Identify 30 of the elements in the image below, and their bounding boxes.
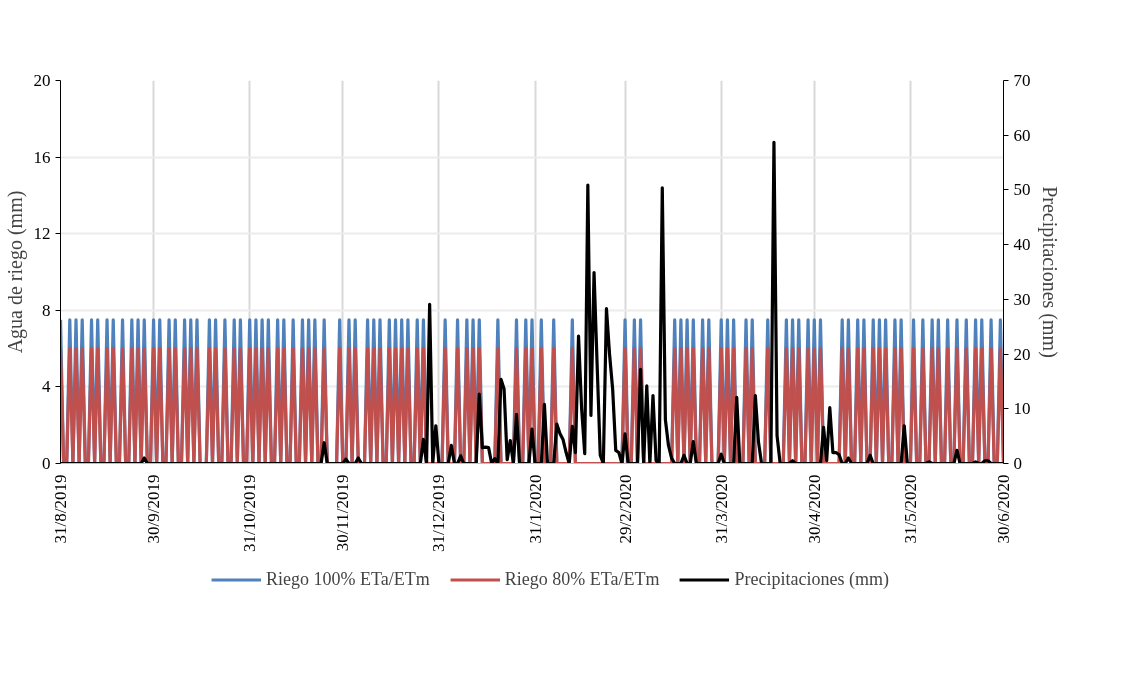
y-tick-label: 4 — [42, 377, 51, 397]
x-tick-label: 31/3/2020 — [711, 474, 731, 544]
legend-label: Riego 80% ETa/ETm — [504, 568, 660, 590]
y2-tick-label: 40 — [1013, 235, 1031, 255]
x-tick-label: 30/6/2020 — [994, 474, 1013, 544]
y2-axis-title: Precipitaciones (mm) — [1037, 186, 1061, 358]
x-tick-label: 30/4/2020 — [804, 474, 824, 544]
y2-tick-label: 50 — [1013, 180, 1031, 200]
y-tick-label: 16 — [33, 147, 51, 167]
x-tick-label: 30/11/2019 — [333, 474, 353, 552]
y2-tick-label: 60 — [1013, 125, 1031, 145]
x-tick-label: 30/9/2019 — [144, 474, 164, 544]
y-tick-label: 20 — [33, 71, 51, 90]
y2-tick-label: 70 — [1013, 71, 1031, 90]
x-tick-label: 31/12/2019 — [429, 474, 449, 552]
x-tick-label: 31/10/2019 — [240, 474, 260, 552]
y-tick-label: 8 — [42, 300, 51, 320]
legend-label: Precipitaciones (mm) — [734, 568, 889, 590]
y-axis-title: Agua de riego (mm) — [3, 190, 27, 354]
y-tick-label: 12 — [33, 224, 51, 244]
x-tick-label: 31/5/2020 — [900, 474, 920, 544]
x-tick-label: 29/2/2020 — [615, 474, 635, 544]
y2-tick-label: 30 — [1013, 289, 1031, 309]
x-tick-label: 31/8/2019 — [51, 474, 70, 544]
y2-tick-label: 0 — [1013, 454, 1022, 473]
x-tick-label: 31/1/2020 — [525, 474, 545, 544]
legend-label: Riego 100% ETa/ETm — [266, 568, 430, 590]
y2-tick-label: 20 — [1013, 344, 1031, 364]
y-tick-label: 0 — [42, 454, 51, 473]
y2-tick-label: 10 — [1013, 399, 1031, 419]
